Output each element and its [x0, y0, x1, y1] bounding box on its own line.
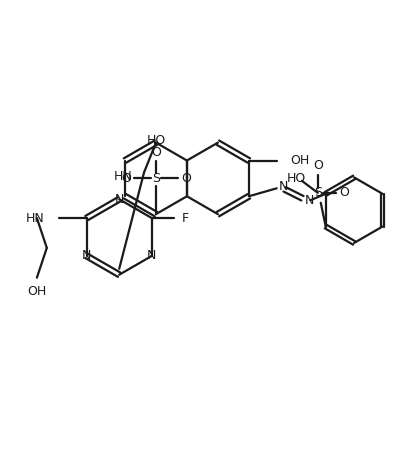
Text: N: N: [278, 180, 288, 193]
Text: HO: HO: [146, 134, 165, 147]
Text: OH: OH: [290, 154, 309, 167]
Text: O: O: [312, 159, 322, 172]
Text: N: N: [304, 194, 313, 207]
Text: HO: HO: [286, 172, 305, 185]
Text: O: O: [339, 186, 348, 199]
Text: S: S: [313, 186, 321, 199]
Text: O: O: [180, 172, 190, 185]
Text: F: F: [181, 212, 188, 225]
Text: S: S: [152, 172, 160, 185]
Text: OH: OH: [27, 285, 47, 298]
Text: O: O: [151, 146, 160, 159]
Text: O: O: [121, 172, 131, 185]
Text: N: N: [147, 250, 156, 262]
Text: HN: HN: [113, 170, 132, 183]
Text: N: N: [82, 250, 91, 262]
Text: N: N: [114, 193, 124, 206]
Text: HN: HN: [26, 212, 45, 225]
